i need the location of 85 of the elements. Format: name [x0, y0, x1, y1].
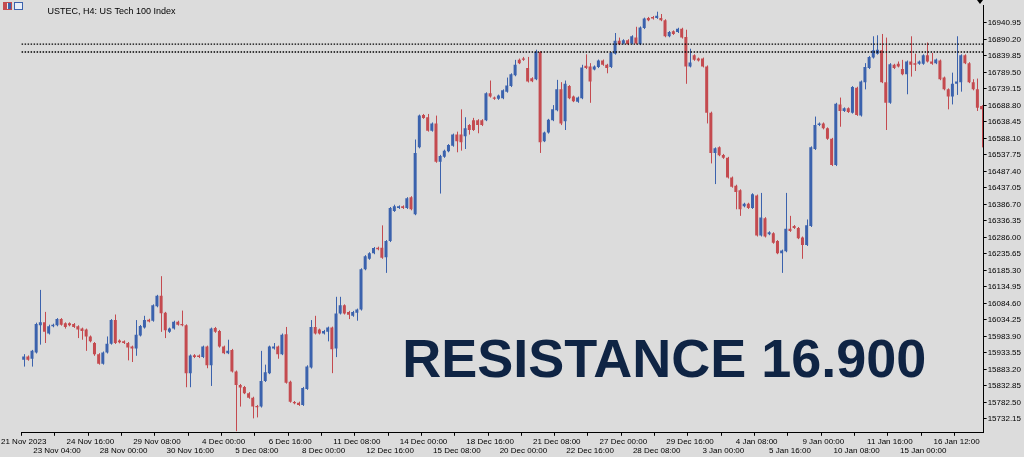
x-tick-label: 11 Dec 08:00 — [333, 436, 381, 446]
x-tick-label: 27 Dec 00:00 — [599, 436, 648, 446]
y-tick-label: 16789.50 — [987, 67, 1022, 77]
candlestick — [238, 383, 242, 408]
y-tick-label: 16437.05 — [987, 183, 1022, 193]
candlestick — [188, 353, 192, 388]
annotation: RESISTANCE 16.900 — [402, 328, 927, 389]
y-tick-label: 16235.65 — [987, 249, 1022, 259]
y-tick-label: 16739.15 — [987, 84, 1022, 94]
candlestick — [838, 97, 842, 128]
y-tick-label: 15933.55 — [987, 348, 1022, 358]
candlestick — [234, 370, 238, 432]
x-tick-label: 4 Jan 08:00 — [735, 436, 779, 446]
candlestick — [438, 154, 442, 195]
x-tick-label: 24 Nov 16:00 — [66, 436, 115, 446]
y-tick-label: 16890.20 — [987, 34, 1022, 44]
y-tick-label: 16386.70 — [987, 199, 1022, 209]
y-tick-label: 16537.75 — [987, 150, 1022, 160]
x-tick-label: 18 Dec 16:00 — [466, 436, 515, 446]
x-tick-label: 16 Jan 12:00 — [933, 436, 981, 446]
x-tick-label: 23 Nov 04:00 — [33, 446, 82, 456]
x-tick-label: 21 Nov 2023 — [1, 436, 47, 446]
x-tick-label: 11 Jan 16:00 — [867, 436, 914, 446]
y-tick-label: 16487.40 — [987, 166, 1022, 176]
x-tick-label: 28 Nov 00:00 — [99, 446, 148, 456]
x-tick-label: 21 Dec 08:00 — [532, 436, 582, 446]
x-tick-label: 8 Dec 00:00 — [301, 446, 346, 456]
y-tick-label: 16688.80 — [987, 100, 1022, 110]
candlestick — [738, 188, 742, 217]
candlestick — [905, 60, 909, 95]
chart-title: USTEC, H4: US Tech 100 Index — [47, 6, 176, 17]
candlestick — [613, 32, 617, 56]
y-tick-label: 16286.00 — [987, 232, 1022, 242]
candlestick — [946, 87, 950, 110]
x-tick-label: 6 Dec 16:00 — [268, 436, 313, 446]
y-tick-label: 16034.25 — [987, 315, 1022, 325]
candlestick — [113, 314, 117, 345]
x-tick-label: 29 Dec 16:00 — [666, 436, 715, 446]
x-tick-label: 10 Jan 08:00 — [833, 446, 881, 456]
candlestick — [909, 35, 913, 78]
candlestick — [663, 18, 667, 38]
x-tick-label: 30 Nov 16:00 — [166, 446, 215, 456]
x-tick-label: 14 Dec 00:00 — [399, 436, 448, 446]
candlestick — [713, 146, 717, 185]
y-tick-label: 16839.85 — [987, 51, 1022, 61]
y-tick-label: 16336.35 — [987, 216, 1022, 226]
candlestick — [384, 239, 388, 274]
candlestick — [251, 396, 255, 419]
x-tick-label: 3 Jan 00:00 — [702, 446, 745, 456]
candlestick — [967, 61, 971, 84]
x-tick-label: 4 Dec 00:00 — [202, 436, 246, 446]
candlestick — [884, 37, 888, 131]
y-tick-label: 16940.95 — [987, 18, 1022, 28]
candlestick — [109, 318, 113, 346]
candlestick — [950, 72, 954, 105]
candlestick — [163, 311, 167, 339]
candlestick — [280, 333, 284, 356]
y-tick-label: 15832.85 — [987, 381, 1022, 391]
x-tick-label: 5 Dec 08:00 — [235, 446, 280, 456]
candlestick — [688, 48, 692, 68]
x-tick-label: 9 Jan 00:00 — [802, 436, 845, 446]
y-tick-label: 16084.60 — [987, 298, 1022, 308]
y-tick-label: 15782.50 — [987, 397, 1022, 407]
y-tick-label: 16185.30 — [987, 265, 1022, 275]
y-tick-label: 16588.10 — [987, 133, 1022, 143]
y-tick-label: 15983.90 — [987, 331, 1022, 341]
candlestick — [588, 62, 592, 104]
x-tick-label: 29 Nov 08:00 — [133, 436, 182, 446]
candlestick — [230, 348, 234, 373]
x-tick-label: 28 Dec 08:00 — [632, 446, 682, 456]
x-tick-label: 12 Dec 16:00 — [366, 446, 415, 456]
candlestick — [463, 116, 467, 150]
y-tick-label: 15732.15 — [987, 414, 1022, 424]
x-tick-label: 15 Jan 00:00 — [900, 446, 947, 456]
x-tick-label: 15 Dec 08:00 — [433, 446, 482, 456]
candlestick — [526, 56, 530, 83]
candlestick — [43, 311, 47, 344]
y-tick-label: 16134.95 — [987, 282, 1022, 292]
x-tick-label: 5 Jan 16:00 — [769, 446, 812, 456]
x-tick-label: 22 Dec 16:00 — [566, 446, 615, 456]
x-tick-label: 20 Dec 00:00 — [499, 446, 548, 456]
candlestick — [459, 108, 463, 152]
y-tick-label: 16638.45 — [987, 117, 1022, 127]
candlestick — [134, 319, 138, 357]
y-tick-label: 15883.20 — [987, 364, 1022, 374]
